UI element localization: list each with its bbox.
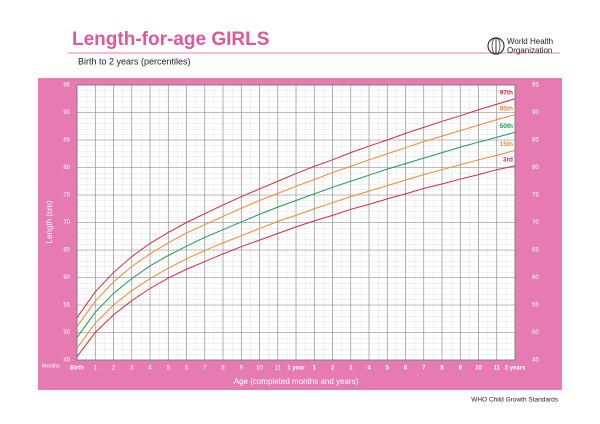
x-tick-label: 3 [349, 366, 353, 372]
x-tick-label: 7 [422, 366, 426, 372]
y-tick-label: 85 [63, 138, 70, 144]
x-tick-label: 2 [112, 366, 116, 372]
y-tick-label: 80 [63, 165, 70, 171]
y-tick-label: 50 [63, 330, 70, 336]
y-tick-label: 75 [63, 193, 70, 199]
plot-frame [76, 84, 516, 361]
x-tick-label: 8 [221, 366, 225, 372]
x-tick-label: 6 [404, 366, 408, 372]
y-axis-title: Length (cm) [45, 200, 54, 243]
series-label: 50th [500, 123, 513, 130]
x-tick-label: 5 [167, 366, 171, 372]
x-tick-label: 10 [256, 366, 263, 372]
y-tick-label: 55 [63, 303, 70, 309]
x-tick-label: 2 [331, 366, 335, 372]
y-tick-label: 90 [532, 110, 539, 116]
y-tick-label: 55 [532, 303, 539, 309]
y-tick-label: 90 [63, 110, 70, 116]
y-tick-label: 50 [532, 330, 539, 336]
y-tick-label: 85 [532, 138, 539, 144]
x-axis-title: Age (completed months and years) [234, 377, 359, 386]
x-tick-label: 5 [386, 366, 390, 372]
x-tick-label: 9 [459, 366, 463, 372]
x-tick-label: 7 [203, 366, 207, 372]
y-tick-label: 75 [532, 193, 539, 199]
y-tick-label: 95 [63, 83, 70, 89]
y-tick-label: 65 [532, 248, 539, 254]
x-tick-label: 11 [494, 366, 501, 372]
y-tick-label: 70 [63, 220, 70, 226]
chart-subtitle: Birth to 2 years (percentiles) [78, 56, 191, 66]
percentile-line [76, 131, 516, 338]
x-tick-label: 2 years [505, 366, 526, 372]
x-tick-label: 8 [440, 366, 444, 372]
x-tick-label: Birth [70, 366, 84, 372]
y-tick-label: 95 [532, 83, 539, 89]
x-tick-label: 1 year [287, 366, 305, 372]
y-tick-label: 65 [63, 248, 70, 254]
x-tick-label: 1 [94, 366, 98, 372]
percentile-line [76, 98, 516, 318]
y-tick-label: 45 [63, 358, 70, 364]
y-tick-label: 80 [532, 165, 539, 171]
series-label: 97th [500, 89, 513, 96]
x-tick-label: 10 [475, 366, 482, 372]
y-tick-label: 70 [532, 220, 539, 226]
x-tick-label: 1 [313, 366, 317, 372]
series-label: 15th [500, 141, 513, 148]
y-tick-label: 60 [532, 275, 539, 281]
x-tick-label: 4 [367, 366, 371, 372]
percentile-line [76, 149, 516, 349]
x-tick-label: 9 [240, 366, 244, 372]
x-unit-label: Months [42, 363, 60, 369]
chart-title: Length-for-age GIRLS [72, 29, 269, 50]
org-name: Organization [507, 46, 552, 55]
y-tick-label: 45 [532, 358, 539, 364]
x-tick-label: 6 [185, 366, 189, 372]
x-tick-label: 11 [275, 366, 282, 372]
series-label: 85th [500, 105, 513, 112]
series-label: 3rd [503, 157, 513, 164]
percentile-line [76, 114, 516, 327]
org-name: World Health [507, 37, 553, 46]
y-tick-label: 60 [63, 275, 70, 281]
percentile-line [76, 165, 516, 358]
source: WHO Child Growth Standards [471, 397, 558, 404]
x-tick-label: 4 [148, 366, 152, 372]
x-tick-label: 3 [130, 366, 134, 372]
who-logo: World Health Organization [487, 37, 553, 55]
